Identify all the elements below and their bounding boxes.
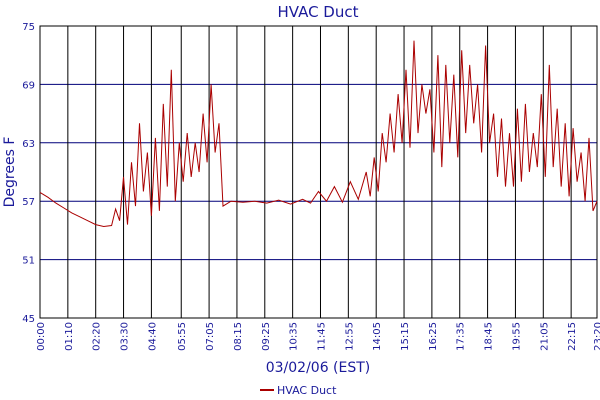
x-tick-label: 11:45: [316, 322, 327, 351]
x-tick-label: 21:05: [539, 322, 550, 351]
y-tick-label: 69: [22, 80, 35, 91]
y-tick-label: 63: [22, 139, 35, 150]
y-tick-label: 45: [22, 314, 35, 325]
x-tick-label: 17:35: [456, 322, 467, 351]
x-tick-label: 00:00: [36, 322, 47, 351]
x-tick-label: 16:25: [428, 322, 439, 351]
x-axis-title: 03/02/06 (EST): [266, 360, 371, 376]
x-tick-label: 07:05: [205, 322, 216, 351]
x-tick-label: 23:20: [593, 322, 600, 351]
series-line-hvac-duct: [39, 40, 598, 228]
x-axis-ticks: 00:00 01:10 02:20 03:30 04:40 05:55 07:05 08:15…: [36, 322, 600, 351]
x-tick-label: 19:55: [511, 322, 522, 351]
y-tick-label: 75: [22, 22, 35, 33]
legend: HVAC Duct: [260, 384, 337, 397]
y-axis-ticks: 45 51 57 63 69 75: [22, 22, 35, 325]
x-tick-label: 14:05: [372, 322, 383, 351]
x-tick-label: 08:15: [233, 322, 244, 351]
grid: [40, 26, 597, 318]
x-tick-label: 18:45: [484, 322, 495, 351]
x-tick-label: 15:15: [400, 322, 411, 351]
x-tick-label: 03:30: [120, 322, 131, 351]
x-tick-label: 12:55: [344, 322, 355, 351]
x-tick-label: 10:35: [289, 322, 300, 351]
legend-label: HVAC Duct: [277, 384, 337, 397]
x-tick-label: 09:25: [261, 322, 272, 351]
y-tick-label: 57: [22, 197, 35, 208]
x-tick-label: 05:55: [177, 322, 188, 351]
x-tick-label: 02:20: [92, 322, 103, 351]
x-tick-label: 01:10: [64, 322, 75, 351]
y-tick-label: 51: [22, 256, 35, 267]
x-tick-label: 22:15: [567, 322, 578, 351]
x-tick-label: 04:40: [147, 322, 158, 351]
y-axis-title: Degrees F: [2, 137, 18, 208]
plot-frame: [39, 25, 598, 319]
chart-title: HVAC Duct: [277, 3, 358, 21]
